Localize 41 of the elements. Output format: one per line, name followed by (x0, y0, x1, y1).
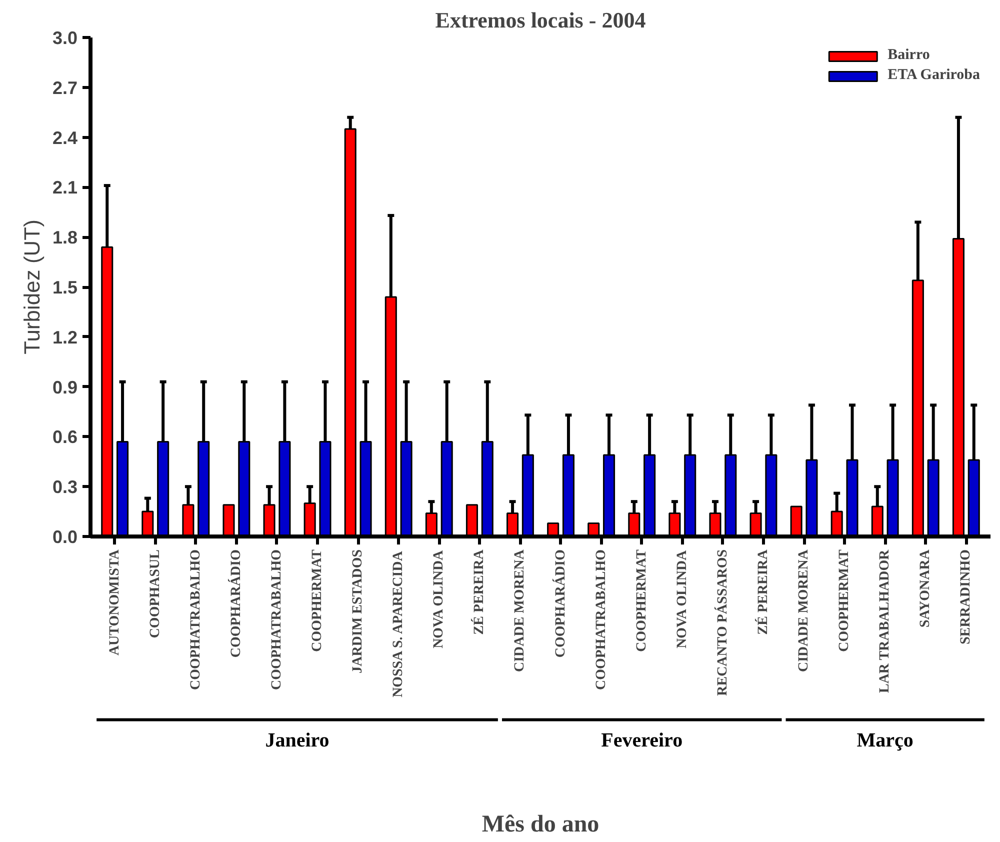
y-tick-label: 2.7 (52, 78, 78, 98)
y-axis-title: Turbidez (UT) (19, 220, 44, 354)
chart-title: Extremos locais - 2004 (435, 8, 646, 32)
x-tick-label: COOPHATRABALHO (188, 549, 204, 690)
x-tick-label: COOPHARÁDIO (226, 549, 244, 658)
x-tick-label: COOPHERMAT (837, 548, 852, 652)
y-tick-label: 0.6 (52, 427, 78, 448)
x-tick-label: ZÉ PEREIRA (470, 548, 488, 635)
x-tick-label: NOVA OLINDA (674, 549, 690, 648)
text: Março (856, 729, 914, 752)
y-tick-label: 2.4 (52, 128, 78, 148)
y-tick-label: 1.8 (52, 228, 78, 248)
x-tick-label: NOSSA S. APARECIDA (391, 550, 406, 698)
text: Fevereiro (601, 729, 683, 752)
y-tick-label: 0.3 (52, 477, 78, 498)
x-tick-label: COOPHERMAT (310, 548, 326, 652)
x-tick-label: CIDADE MORENA (796, 548, 812, 672)
x-tick-label: SERRADINHO (958, 549, 974, 644)
x-tick-label: JARDIM ESTADOS (350, 549, 366, 674)
x-tick-label: COOPHATRABALHO (594, 549, 609, 690)
y-tick-label: 1.5 (52, 278, 78, 298)
x-tick-label: RECANTO PÁSSAROS (713, 549, 730, 696)
x-tick-label: NOVA OLINDA (432, 549, 447, 648)
x-tick-label: LAR TRABALHADOR (878, 548, 893, 694)
x-tick-label: SAYONARA (918, 548, 934, 628)
x-axis-title: Mês do ano (482, 812, 600, 838)
x-tick-label: COOPHERMAT (634, 548, 650, 652)
legend-label: Bairro (888, 47, 930, 64)
legend-label: ETA Gariroba (888, 67, 980, 84)
x-tick-label: ZÉ PEREIRA (754, 548, 771, 635)
y-tick-label: 0.9 (52, 377, 78, 398)
text: Janeiro (265, 729, 330, 752)
y-tick-label: 3.0 (52, 28, 78, 48)
x-tick-label: COOPHASUL (148, 549, 163, 638)
y-tick-label: 2.1 (52, 178, 78, 198)
x-tick-label: COOPHATRABALHO (269, 549, 284, 690)
y-tick-label: 1.2 (52, 327, 78, 348)
x-tick-label: COOPHARÁDIO (551, 549, 568, 658)
y-tick-label: 0.0 (52, 527, 78, 547)
x-tick-label: AUTONOMISTA (107, 548, 122, 656)
x-tick-label: CIDADE MORENA (512, 548, 528, 672)
